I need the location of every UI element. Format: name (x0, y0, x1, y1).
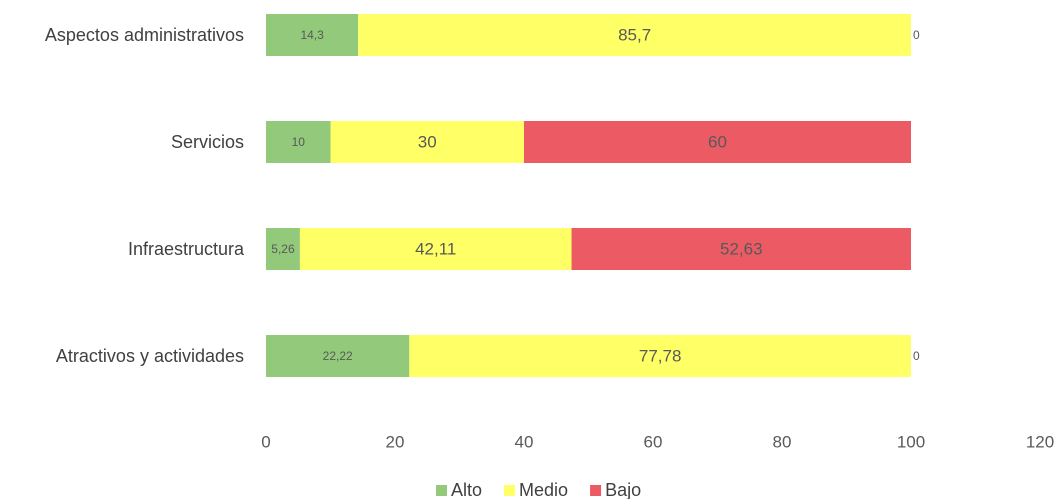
x-tick-label: 40 (515, 433, 534, 452)
data-label: 0 (913, 349, 920, 363)
category-labels: Aspectos administrativos Servicios Infraes… (45, 25, 245, 366)
bar-segment-medio (299, 228, 572, 270)
x-tick-label: 60 (644, 433, 663, 452)
legend-swatch-medio (504, 485, 516, 496)
legend-label: Alto (451, 480, 482, 499)
data-label: 60 (708, 133, 727, 152)
data-label: 77,78 (639, 347, 682, 366)
x-tick-label: 0 (261, 433, 270, 452)
bar-segment-alto (266, 121, 331, 163)
category-label: Servicios (171, 132, 244, 152)
bar-segment-alto (266, 335, 410, 377)
x-tick-label: 20 (386, 433, 405, 452)
x-tick-label: 100 (897, 433, 925, 452)
legend: Alto Medio Bajo (436, 480, 641, 499)
bar-segment-alto (266, 14, 359, 56)
data-label: 85,7 (618, 26, 651, 45)
category-label: Aspectos administrativos (45, 25, 244, 45)
bar-segment-alto (266, 228, 300, 270)
x-tick-label: 120 (1026, 433, 1054, 452)
category-label: Atractivos y actividades (56, 346, 244, 366)
data-label: 0 (913, 28, 920, 42)
data-label: 42,11 (415, 240, 456, 259)
bar-segment-medio (358, 14, 911, 56)
data-label: 52,63 (720, 240, 763, 259)
bar-segment-bajo (571, 228, 911, 270)
data-label: 5,26 (271, 242, 295, 256)
bar-segment-medio (409, 335, 911, 377)
legend-label: Bajo (605, 480, 641, 499)
data-labels: 14,3 85,7 0 10 30 60 5,26 42,11 52,63 22,22 77,78 0 (271, 26, 920, 366)
legend-swatch-bajo (590, 485, 602, 496)
x-tick-label: 80 (773, 433, 792, 452)
data-label: 30 (418, 133, 437, 152)
x-axis-tick-labels: 0 20 40 60 80 100 120 (261, 433, 1054, 452)
bars (266, 14, 911, 377)
legend-label: Medio (519, 480, 568, 499)
data-label: 10 (292, 135, 306, 149)
legend-swatch-alto (436, 485, 447, 496)
data-label: 14,3 (300, 28, 324, 42)
bar-segment-bajo (524, 121, 911, 163)
category-label: Infraestructura (128, 239, 245, 259)
data-label: 22,22 (323, 349, 353, 363)
bar-segment-medio (330, 121, 524, 163)
